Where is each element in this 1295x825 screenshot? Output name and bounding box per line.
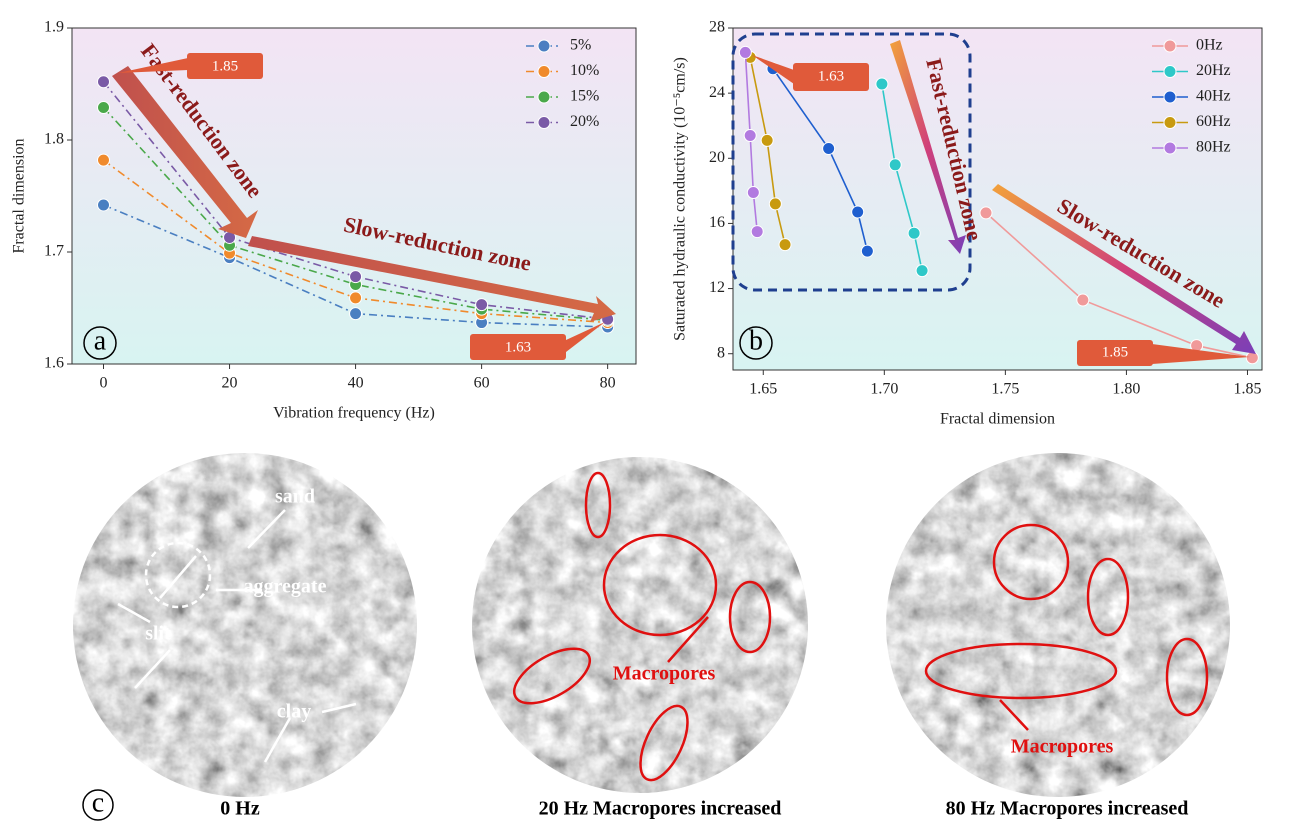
x-tick-label: 1.80 [1112,381,1140,398]
micrograph-label: clay [277,701,311,723]
point [861,245,873,257]
y-axis-label: Saturated hydraulic conductivity (10⁻⁵cm… [672,57,689,341]
x-tick-label: 1.85 [1233,381,1261,398]
point [779,239,791,251]
point [876,78,888,90]
caption: 20 Hz Macropores increased [539,798,782,820]
legend-label: 60Hz [1196,113,1231,130]
y-tick-label: 28 [709,19,725,36]
point [476,299,488,311]
legend-marker [1164,66,1176,78]
micrograph-label: sand [275,486,315,508]
x-tick-label: 20 [222,375,238,392]
x-tick-label: 60 [474,375,490,392]
x-tick-label: 1.70 [870,381,898,398]
y-tick-label: 8 [717,344,725,361]
x-tick-label: 80 [600,375,616,392]
y-tick-label: 1.6 [44,355,64,372]
point [98,154,110,166]
y-tick-label: 1.8 [44,131,64,148]
point [350,271,362,283]
panel-label: b [749,325,763,356]
x-axis-label: Fractal dimension [940,411,1055,428]
x-tick-label: 1.65 [749,381,777,398]
legend-label: 40Hz [1196,88,1231,105]
point [1077,294,1089,306]
legend-marker [538,66,550,78]
callout-label: 1.85 [1102,344,1128,360]
point [823,143,835,155]
caption: 0 Hz [220,798,260,820]
x-tick-label: 0 [100,375,108,392]
point [744,129,756,141]
point [739,46,751,58]
point [761,134,773,146]
point [852,206,864,218]
y-axis-label: Fractal dimension [11,138,28,253]
micrograph [472,457,808,793]
point [747,186,759,198]
panel-label: a [94,325,107,356]
point [889,159,901,171]
panel-c: sand aggregate slit clay Macropores Macr… [73,453,1230,820]
legend-label: 5% [570,37,591,54]
point [916,265,928,277]
point [350,292,362,304]
point [98,76,110,88]
y-tick-label: 1.9 [44,19,64,36]
x-tick-label: 40 [348,375,364,392]
x-axis-label: Vibration frequency (Hz) [273,405,435,422]
callout-label: 1.85 [212,58,238,74]
y-tick-label: 20 [709,149,725,166]
micrograph-label: Macropores [1011,736,1114,758]
point [908,227,920,239]
x-tick-label: 1.75 [991,381,1019,398]
micrograph [73,453,417,797]
legend-marker [538,91,550,103]
legend-label: 0Hz [1196,37,1223,54]
point [1246,352,1258,364]
legend-label: 20Hz [1196,62,1231,79]
legend-marker [538,40,550,52]
legend-marker [1164,40,1176,52]
legend-label: 15% [570,88,599,105]
caption: 80 Hz Macropores increased [946,798,1189,820]
legend-label: 80Hz [1196,139,1231,156]
point [98,102,110,114]
panel-label: c [92,787,104,818]
point [769,198,781,210]
y-tick-label: 12 [709,279,725,296]
legend-label: 20% [570,113,599,130]
y-tick-label: 1.7 [44,243,64,260]
y-tick-label: 16 [709,214,725,231]
y-tick-label: 24 [709,84,725,101]
callout-label: 1.63 [818,68,844,84]
legend-label: 10% [570,62,599,79]
micrograph-label: slit [145,623,171,645]
micrograph-label: Macropores [613,663,716,685]
callout-label: 1.63 [505,339,531,355]
point [350,308,362,320]
micrograph-label: aggregate [244,576,327,598]
legend-marker [538,117,550,129]
point [98,199,110,211]
legend-marker [1164,91,1176,103]
legend-marker [1164,117,1176,129]
legend-marker [1164,142,1176,154]
point [751,226,763,238]
figure: 0 20 40 60 80 1.6 1.7 1.8 1.9 Vibration frequency… [0,0,1295,825]
panel-a: 0 20 40 60 80 1.6 1.7 1.8 1.9 Vibration frequency… [11,19,636,422]
